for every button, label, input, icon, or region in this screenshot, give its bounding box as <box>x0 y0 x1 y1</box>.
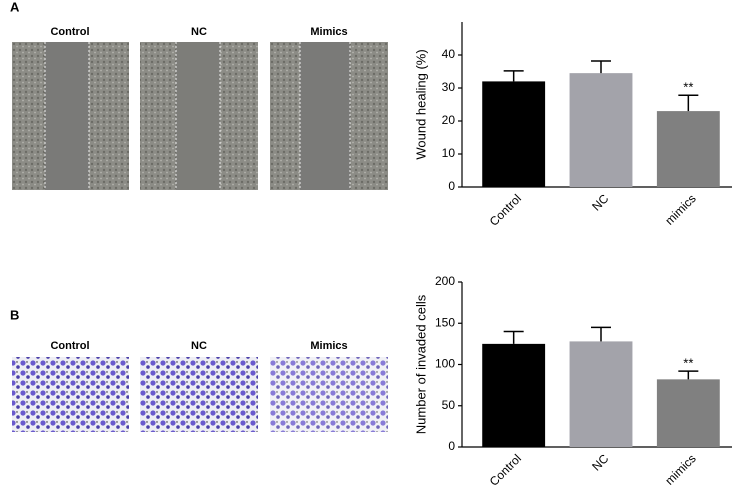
y-tick-label: 150 <box>435 315 455 329</box>
y-tick-label: 100 <box>435 357 455 371</box>
bar <box>482 343 546 447</box>
x-tick-label: Control <box>487 191 524 228</box>
image-label: Control <box>50 340 89 352</box>
image-label: NC <box>191 340 207 352</box>
bar <box>482 81 546 187</box>
image-label: Mimics <box>310 26 347 38</box>
micrograph <box>270 357 388 432</box>
x-tick-label: Control <box>487 451 524 488</box>
panel-label: A <box>10 0 20 14</box>
wound-gap <box>176 42 220 190</box>
x-tick-label: mimics <box>662 191 698 227</box>
micrograph <box>12 357 129 432</box>
transwell-images: Control NC Mimics <box>12 340 388 432</box>
wound-gap <box>45 42 89 190</box>
y-tick-label: 10 <box>442 146 456 160</box>
image-label: Mimics <box>310 340 347 352</box>
y-tick-label: 0 <box>448 179 455 193</box>
y-axis-label: Wound healing (%) <box>413 49 428 159</box>
x-tick-label: NC <box>589 451 611 473</box>
panel-label: B <box>10 307 19 322</box>
x-tick-label: mimics <box>662 451 698 487</box>
y-tick-label: 40 <box>442 47 456 61</box>
bar <box>569 341 633 447</box>
image-label: NC <box>191 26 207 38</box>
y-tick-label: 200 <box>435 274 455 288</box>
significance: ** <box>683 356 693 371</box>
significance: ** <box>683 80 693 95</box>
y-tick-label: 0 <box>448 439 455 453</box>
bar <box>656 111 720 187</box>
image-label: Control <box>50 26 89 38</box>
y-tick-label: 30 <box>442 80 456 94</box>
bar <box>656 379 720 447</box>
micrograph <box>140 357 258 432</box>
wound-gap <box>300 42 350 190</box>
y-axis-label: Number of invaded cells <box>413 294 428 434</box>
wound-images: Control NC Mimics <box>12 26 388 190</box>
y-tick-label: 20 <box>442 113 456 127</box>
bar <box>569 73 633 187</box>
x-tick-label: NC <box>589 191 611 213</box>
y-tick-label: 50 <box>442 398 456 412</box>
